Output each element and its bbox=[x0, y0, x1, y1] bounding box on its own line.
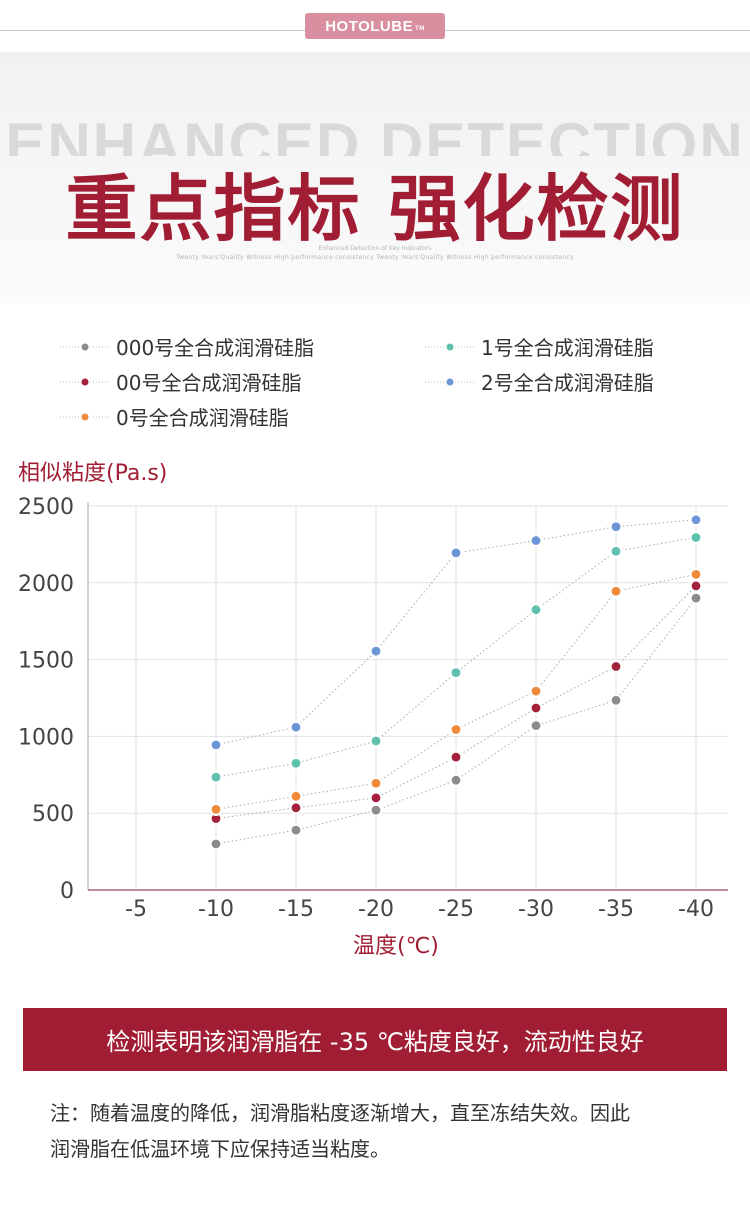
legend-item: 1号全合成润滑硅脂 bbox=[425, 332, 654, 361]
x-tick-label: -30 bbox=[518, 897, 554, 920]
data-point bbox=[369, 644, 383, 658]
x-tick-label: -25 bbox=[438, 897, 474, 920]
footnote: 注：随着温度的降低，润滑脂粘度逐渐增大，直至冻结失效。因此 润滑脂在低温环境下应… bbox=[50, 1095, 710, 1167]
data-point bbox=[689, 513, 703, 527]
x-tick-label: -15 bbox=[278, 897, 314, 920]
y-tick-label: 2500 bbox=[18, 495, 74, 520]
data-point bbox=[449, 666, 463, 680]
legend-label: 00号全合成润滑硅脂 bbox=[116, 371, 302, 395]
hero-subtitle: Enhanced Detection of Key Indicators bbox=[318, 245, 432, 252]
data-point bbox=[609, 659, 623, 674]
data-point bbox=[689, 530, 703, 545]
y-tick-label: 500 bbox=[32, 802, 74, 827]
brand-name: HOTOLUBE bbox=[325, 17, 414, 35]
chart-legend: 000号全合成润滑硅脂 00号全合成润滑硅脂 0号全合成润滑硅脂 1号全合成润滑… bbox=[0, 330, 750, 440]
x-axis-label: 温度(℃) bbox=[353, 934, 439, 959]
y-axis-label: 相似粘度(Pa.s) bbox=[18, 461, 168, 486]
data-point bbox=[609, 520, 623, 534]
legend-item: 00号全合成润滑硅脂 bbox=[60, 367, 301, 396]
data-point bbox=[609, 584, 623, 598]
hero-title: 重点指标 强化检测 bbox=[65, 167, 685, 251]
data-point bbox=[449, 546, 463, 560]
data-point bbox=[209, 770, 223, 784]
legend-marker-icon bbox=[425, 341, 475, 352]
data-point bbox=[529, 719, 543, 733]
legend-label: 0号全合成润滑硅脂 bbox=[116, 406, 289, 430]
x-tick-label: -20 bbox=[358, 897, 394, 920]
data-point bbox=[449, 750, 463, 764]
legend-label: 1号全合成润滑硅脂 bbox=[481, 336, 654, 360]
data-point bbox=[289, 756, 303, 770]
data-point bbox=[529, 701, 543, 715]
hero-background-text: ENHANCED DETECTION bbox=[5, 111, 745, 156]
data-point bbox=[449, 773, 463, 787]
result-banner: 检测表明该润滑脂在 -35 ℃粘度良好，流动性良好 bbox=[23, 1008, 727, 1071]
brand-logo: HOTOLUBE TM bbox=[305, 13, 445, 39]
data-point bbox=[369, 776, 383, 790]
y-tick-label: 2000 bbox=[18, 572, 74, 597]
legend-marker-icon bbox=[60, 376, 110, 387]
hero-section: ENHANCED DETECTION 重点指标 强化检测 Enhanced De… bbox=[0, 52, 750, 304]
legend-label: 000号全合成润滑硅脂 bbox=[116, 336, 315, 360]
hero-tagline: Twenty Years'Quality Witness High perfor… bbox=[176, 254, 574, 261]
x-tick-label: -10 bbox=[198, 897, 234, 920]
data-point bbox=[529, 533, 543, 548]
data-point bbox=[209, 837, 223, 851]
data-point bbox=[689, 591, 703, 605]
legend-item: 0号全合成润滑硅脂 bbox=[60, 402, 289, 431]
legend-label: 2号全合成润滑硅脂 bbox=[481, 371, 654, 395]
footnote-line: 润滑脂在低温环境下应保持适当粘度。 bbox=[50, 1137, 390, 1161]
viscosity-chart: 0 500 1000 1500 2000 2500 -5 -10 -15 -20 -25 -30 -35… bbox=[18, 495, 728, 920]
data-point bbox=[689, 579, 703, 593]
data-point bbox=[289, 789, 303, 803]
data-point bbox=[289, 801, 303, 815]
data-point bbox=[289, 823, 303, 837]
data-point bbox=[289, 720, 303, 734]
y-tick-label: 1000 bbox=[18, 725, 74, 750]
x-tick-label: -5 bbox=[125, 897, 147, 920]
data-point bbox=[369, 734, 383, 748]
data-point bbox=[449, 722, 463, 737]
footnote-line: 注：随着温度的降低，润滑脂粘度逐渐增大，直至冻结失效。因此 bbox=[50, 1101, 630, 1125]
y-tick-label: 1500 bbox=[18, 649, 74, 674]
data-point bbox=[529, 684, 543, 698]
result-banner-text: 检测表明该润滑脂在 -35 ℃粘度良好，流动性良好 bbox=[106, 1028, 644, 1056]
brand-tm: TM bbox=[415, 26, 425, 32]
x-tick-label: -35 bbox=[598, 897, 634, 920]
x-tick-label: -40 bbox=[678, 897, 714, 920]
legend-marker-icon bbox=[60, 411, 110, 422]
data-point bbox=[369, 803, 383, 817]
legend-marker-icon bbox=[60, 341, 110, 352]
data-point bbox=[369, 791, 383, 805]
legend-item: 2号全合成润滑硅脂 bbox=[425, 367, 654, 396]
data-point bbox=[689, 567, 703, 581]
data-point bbox=[529, 603, 543, 617]
data-point bbox=[609, 544, 623, 558]
data-point bbox=[609, 693, 623, 707]
y-tick-label: 0 bbox=[60, 879, 74, 904]
legend-item: 000号全合成润滑硅脂 bbox=[60, 332, 314, 361]
legend-marker-icon bbox=[425, 376, 475, 387]
data-point bbox=[209, 738, 223, 752]
data-point bbox=[209, 802, 223, 816]
